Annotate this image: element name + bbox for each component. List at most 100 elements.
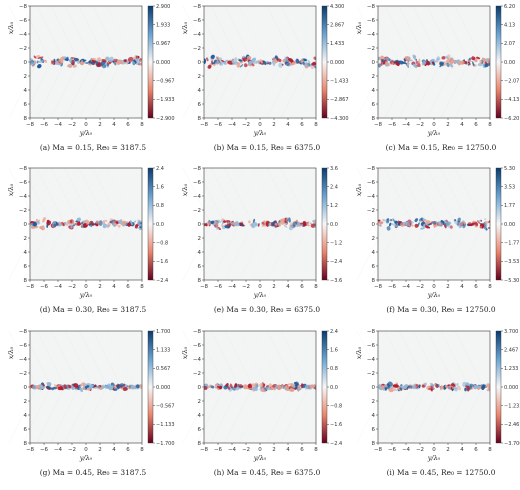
vortex-blob (117, 219, 123, 225)
wave-line (356, 61, 386, 119)
x-tick-label: −8 (374, 122, 383, 128)
vortex-blob (138, 384, 142, 390)
x-tick-label: 4 (112, 284, 116, 290)
x-tick-label: 8 (140, 284, 144, 290)
vortex-blob (259, 62, 262, 65)
x-tick-label: −6 (214, 284, 223, 290)
vortex-blob (378, 63, 381, 68)
x-tick-label: 4 (286, 447, 290, 453)
vortex-blob (57, 386, 64, 391)
wave-line (454, 223, 484, 281)
wave-line (36, 167, 66, 225)
wave-line (266, 386, 296, 444)
vortex-blob (132, 57, 136, 59)
x-tick-label: 2 (446, 284, 450, 290)
colorbar-tick-label: −2.4 (330, 441, 342, 447)
vortex-blob (108, 59, 113, 62)
vortex-blob (309, 384, 316, 389)
y-tick-label: −4 (367, 32, 376, 38)
figure-panel: −8 −6 −4 −2 0 2 4 6 8 −8 −6 −4 −2 0 2 4 6 8 y/λ₀ x/λ₀ 6.20 4.… (355, 0, 520, 160)
vortex-blob (281, 383, 286, 390)
vortex-blob (283, 224, 288, 228)
colorbar-tick-label: −5.30 (504, 278, 519, 284)
wave-line (280, 61, 310, 119)
vortex-blob (302, 220, 308, 227)
wave-line (412, 61, 442, 119)
vortex-blob (224, 59, 229, 63)
vortex-blob (52, 220, 56, 225)
vortex-band (30, 381, 142, 393)
vortex-blob (397, 220, 400, 225)
vortex-blob (381, 59, 385, 63)
vorticity-plot: −8 −6 −4 −2 0 2 4 6 8−8−6−4−202468y/λ₀x/λ₀3.7002… (355, 329, 520, 462)
vortex-blob (480, 219, 483, 222)
x-tick-label: 0 (258, 284, 262, 290)
vortex-blob (213, 62, 217, 67)
vortex-blob (307, 59, 311, 63)
figure-panel: −8 −6 −4 −2 0 2 4 6 8 −8 −6 −4 −2 0 2 4 6 8 y/λ₀ x/λ₀ 3.6 2.4… (181, 162, 352, 322)
y-tick-label: 8 (24, 116, 28, 122)
x-tick-label: −4 (228, 284, 237, 290)
x-tick-label: 8 (314, 447, 318, 453)
wave-line (64, 223, 94, 281)
vortex-blob (46, 222, 50, 227)
vortex-blob (385, 61, 389, 67)
vortex-blob (137, 60, 141, 65)
vortex-blob (405, 221, 410, 227)
x-tick-label: 6 (300, 122, 304, 128)
colorbar-tick-label: −4.13 (504, 97, 519, 103)
x-tick-label: 2 (446, 447, 450, 453)
colorbar-tick-label: −3.6 (330, 278, 342, 284)
vortex-blob (204, 58, 207, 64)
vortex-blob (299, 223, 304, 227)
wave-line (22, 167, 52, 225)
vortex-blob (414, 218, 419, 223)
wave-line (182, 223, 212, 281)
colorbar-tick-label: 6.20 (504, 4, 515, 10)
vortex-blob (260, 59, 264, 64)
vortex-blob (37, 56, 44, 59)
colorbar-tick-label: −0.8 (156, 240, 168, 246)
vortex-blob (392, 384, 399, 388)
y-tick-label: 6 (24, 102, 28, 108)
vortex-blob (474, 221, 479, 226)
y-tick-label: −6 (193, 343, 202, 349)
vortex-blob (95, 223, 99, 227)
vortex-blob (98, 220, 103, 226)
x-tick-label: 4 (286, 122, 290, 128)
x-tick-label: 0 (84, 284, 88, 290)
vortex-blob (251, 383, 257, 388)
panel-caption: (d) Ma = 0.30, Re₀ = 3187.5 (39, 305, 147, 314)
wave-line (398, 223, 428, 281)
vortex-blob (313, 64, 316, 69)
colorbar-tick-label: 0.0 (156, 222, 164, 228)
vortex-blob (406, 385, 411, 389)
y-tick-label: −2 (367, 208, 375, 214)
wave-line (36, 61, 66, 119)
vortex-blob (260, 387, 267, 393)
vortex-blob (439, 61, 444, 66)
wave-line (36, 386, 66, 444)
wave-line (440, 330, 470, 388)
wave-line (426, 330, 456, 388)
wave-line (92, 223, 122, 281)
y-tick-label: −8 (19, 4, 28, 10)
colorbar-tick-label: −3.53 (504, 259, 519, 265)
vortex-blob (83, 385, 86, 390)
wave-line (266, 61, 296, 119)
vortex-blob (80, 223, 84, 227)
colorbar-tick-label: −0.967 (156, 78, 175, 84)
x-tick-label: −6 (214, 447, 223, 453)
vortex-blob (47, 381, 52, 387)
wave-line (280, 223, 310, 281)
vortex-blob (216, 60, 219, 65)
vortex-blob (423, 223, 426, 228)
vortex-blob (36, 60, 39, 64)
x-tick-label: −2 (68, 284, 76, 290)
vortex-blob (84, 385, 90, 389)
y-tick-label: 8 (24, 441, 28, 447)
y-tick-label: −6 (19, 180, 28, 186)
x-tick-label: 0 (432, 447, 436, 453)
wave-line (92, 5, 122, 63)
y-tick-label: −8 (193, 329, 202, 335)
